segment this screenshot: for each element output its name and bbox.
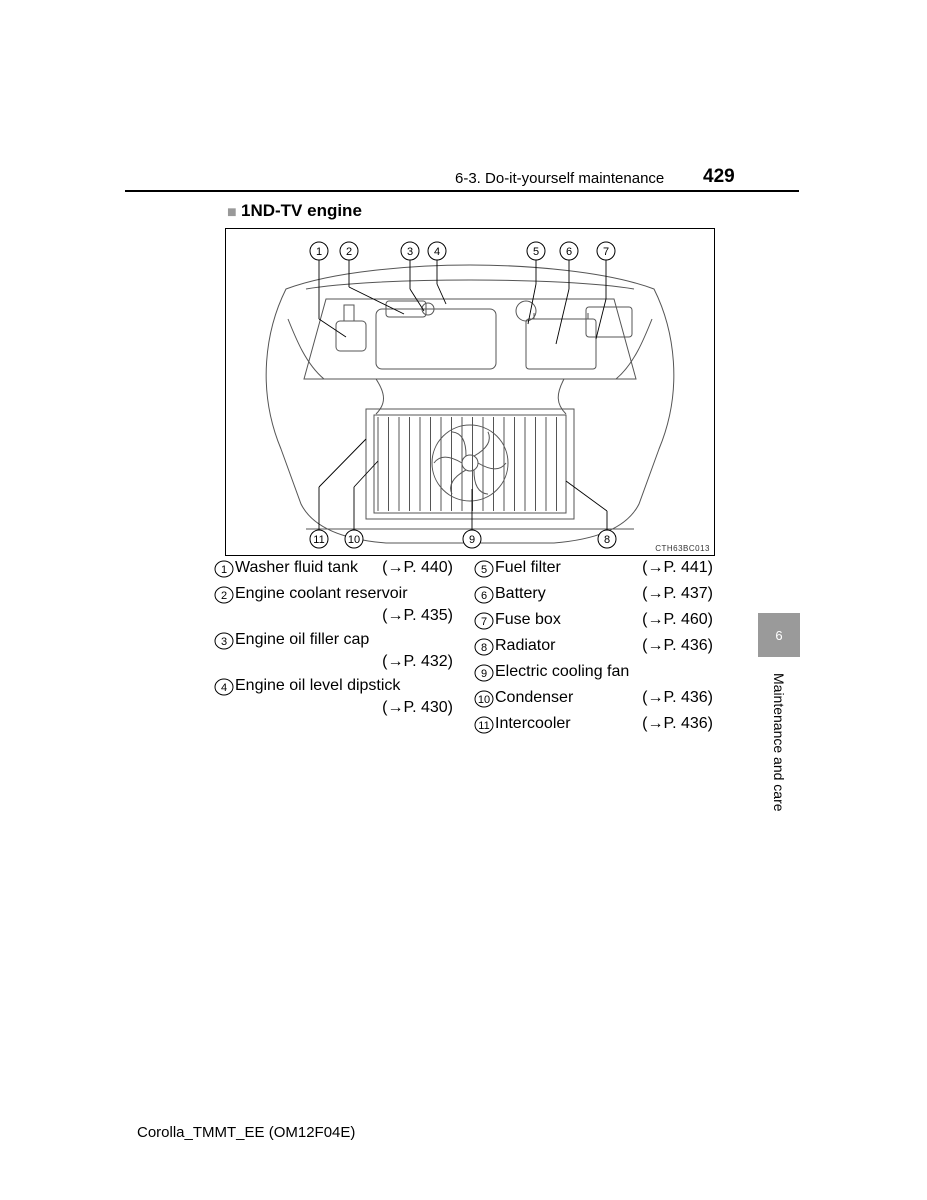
- svg-text:3: 3: [407, 246, 413, 258]
- legend-item: 6 Battery (→P. 437): [473, 586, 713, 604]
- legend-item: 7 Fuse box (→P. 460): [473, 612, 713, 630]
- svg-text:2: 2: [346, 246, 352, 258]
- svg-text:2: 2: [221, 590, 227, 602]
- svg-text:4: 4: [221, 682, 227, 694]
- legend-item: 3 Engine oil filler cap (→P. 432): [213, 632, 453, 670]
- legend-item: 1 Washer fluid tank (→P. 440): [213, 560, 453, 578]
- svg-text:8: 8: [481, 642, 487, 654]
- legend-page-ref: (→P. 437): [642, 586, 713, 602]
- svg-text:11: 11: [313, 534, 324, 546]
- legend-num-icon: 2: [213, 586, 235, 604]
- svg-text:5: 5: [481, 564, 487, 576]
- legend-item: 9 Electric cooling fan: [473, 664, 713, 682]
- svg-text:9: 9: [481, 668, 487, 680]
- legend-num-icon: 11: [473, 716, 495, 734]
- legend-label: Battery: [495, 586, 546, 602]
- legend-item: 5 Fuel filter (→P. 441): [473, 560, 713, 578]
- svg-text:1: 1: [316, 246, 322, 258]
- legend-num-icon: 8: [473, 638, 495, 656]
- legend: 1 Washer fluid tank (→P. 440) 2 Engine coola…: [213, 560, 733, 742]
- engine-diagram: 1 2 3 4 5 6 7 11 10 9 8 CTH63BC013: [225, 228, 715, 556]
- chapter-tab: 6: [758, 613, 800, 657]
- legend-item: 11 Intercooler (→P. 436): [473, 716, 713, 734]
- legend-page-ref: (→P. 435): [235, 608, 453, 624]
- legend-page-ref: (→P. 436): [642, 716, 713, 732]
- legend-item: 8 Radiator (→P. 436): [473, 638, 713, 656]
- legend-page-ref: (→P. 441): [642, 560, 713, 576]
- legend-num-icon: 4: [213, 678, 235, 696]
- diagram-image-code: CTH63BC013: [655, 544, 710, 553]
- legend-num-icon: 3: [213, 632, 235, 650]
- legend-label: Condenser: [495, 690, 573, 706]
- svg-text:7: 7: [481, 616, 487, 628]
- legend-num-icon: 6: [473, 586, 495, 604]
- svg-text:3: 3: [221, 636, 227, 648]
- manual-page: 6-3. Do-it-yourself maintenance 429 ■ 1N…: [0, 0, 927, 1200]
- legend-num-icon: 1: [213, 560, 235, 578]
- legend-label: Engine coolant reservoir: [235, 586, 408, 602]
- section-label: 6-3. Do-it-yourself maintenance: [455, 170, 664, 187]
- legend-page-ref: (→P. 436): [642, 638, 713, 654]
- legend-num-icon: 7: [473, 612, 495, 630]
- legend-label: Engine oil filler cap: [235, 632, 369, 648]
- legend-item: 4 Engine oil level dipstick (→P. 430): [213, 678, 453, 716]
- svg-text:1: 1: [221, 564, 227, 576]
- legend-page-ref: (→P. 430): [235, 700, 453, 716]
- legend-col-left: 1 Washer fluid tank (→P. 440) 2 Engine coola…: [213, 560, 453, 742]
- svg-text:5: 5: [533, 246, 539, 258]
- legend-label: Fuse box: [495, 612, 561, 628]
- svg-text:10: 10: [348, 534, 360, 546]
- svg-text:8: 8: [604, 534, 610, 546]
- page-number: 429: [703, 166, 735, 188]
- legend-num-icon: 9: [473, 664, 495, 682]
- svg-text:9: 9: [469, 534, 475, 546]
- legend-label: Engine oil level dipstick: [235, 678, 400, 694]
- legend-col-right: 5 Fuel filter (→P. 441) 6 Battery (→P. 437) 7F…: [473, 560, 713, 742]
- legend-item: 2 Engine coolant reservoir (→P. 435): [213, 586, 453, 624]
- bullet-icon: ■: [227, 204, 237, 222]
- legend-num-icon: 5: [473, 560, 495, 578]
- footer-doc-id: Corolla_TMMT_EE (OM12F04E): [137, 1124, 355, 1141]
- legend-page-ref: (→P. 440): [382, 560, 453, 576]
- legend-page-ref: (→P. 436): [642, 690, 713, 706]
- legend-num-icon: 10: [473, 690, 495, 708]
- legend-label: Intercooler: [495, 716, 571, 732]
- legend-label: Washer fluid tank: [235, 560, 358, 576]
- svg-text:6: 6: [566, 246, 572, 258]
- svg-text:11: 11: [478, 720, 489, 732]
- legend-label: Radiator: [495, 638, 555, 654]
- legend-page-ref: (→P. 460): [642, 612, 713, 628]
- legend-page-ref: (→P. 432): [235, 654, 453, 670]
- svg-text:10: 10: [478, 694, 490, 706]
- svg-text:7: 7: [603, 246, 609, 258]
- chapter-label: Maintenance and care: [771, 673, 787, 812]
- legend-label: Fuel filter: [495, 560, 561, 576]
- svg-text:6: 6: [481, 590, 487, 602]
- engine-title: 1ND-TV engine: [241, 201, 362, 221]
- legend-item: 10 Condenser (→P. 436): [473, 690, 713, 708]
- svg-text:4: 4: [434, 246, 440, 258]
- legend-label: Electric cooling fan: [495, 664, 629, 680]
- header-rule: [125, 190, 799, 192]
